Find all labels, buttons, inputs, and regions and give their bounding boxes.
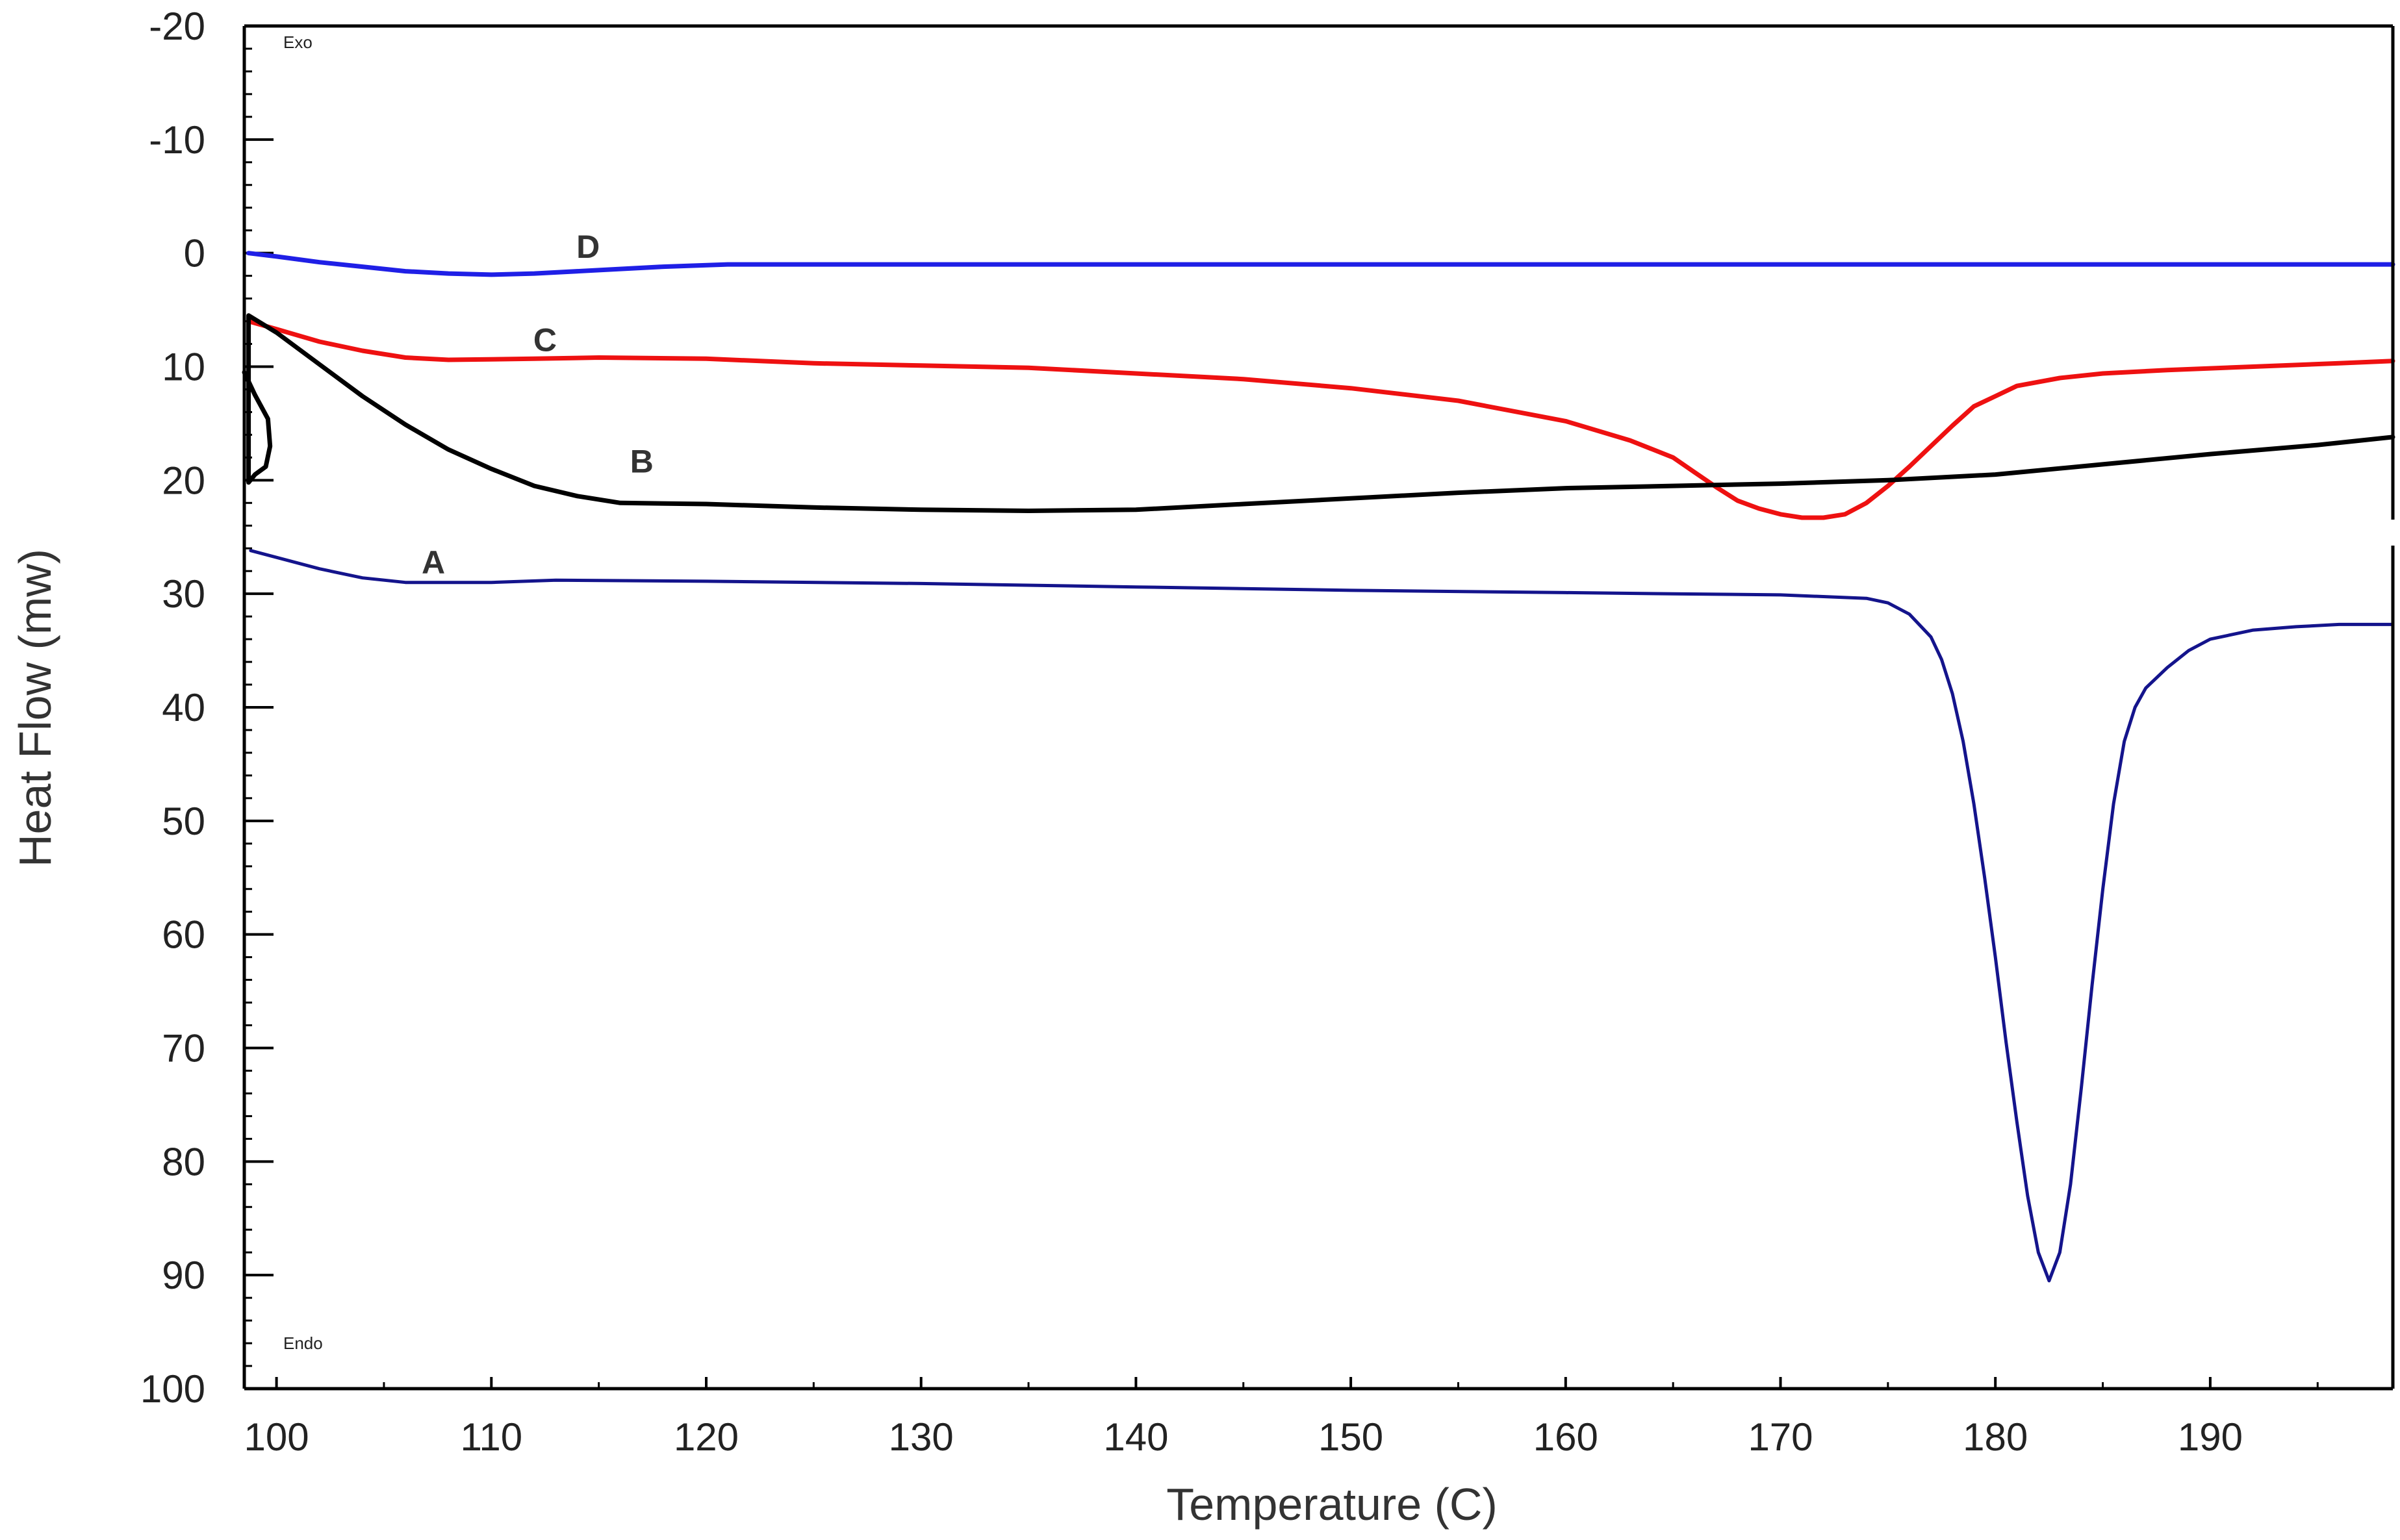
y-axis-title: Heat Flow (mw)	[10, 549, 60, 867]
y-tick-label: 20	[162, 459, 205, 502]
exo-label: Exo	[283, 32, 313, 52]
x-tick-label: 100	[244, 1415, 309, 1459]
y-tick-label: 0	[184, 232, 205, 275]
y-tick-label: 70	[162, 1027, 205, 1070]
y-tick-label: 90	[162, 1254, 205, 1297]
y-tick-label: -10	[149, 118, 205, 162]
x-tick-label: 170	[1748, 1415, 1813, 1459]
series-layer	[242, 251, 2395, 1283]
series-label-a: A	[422, 544, 445, 581]
series-labels: D C B A	[422, 229, 654, 581]
x-tick-label: 160	[1533, 1415, 1598, 1459]
series-label-b: B	[630, 444, 654, 480]
y-tick-label: 80	[162, 1140, 205, 1183]
series-line-d	[246, 251, 2395, 277]
x-tick-label: 110	[460, 1415, 522, 1459]
y-tick-label: 60	[162, 913, 205, 957]
x-tick-label: 180	[1963, 1415, 2028, 1459]
x-ticks: 100 110 120 130 140 150 160 170 180 190	[244, 1377, 2319, 1459]
y-tick-label: 40	[162, 686, 205, 729]
x-tick-label: 150	[1318, 1415, 1383, 1459]
series-line-a	[249, 549, 2395, 1283]
series-label-d: D	[576, 229, 600, 265]
y-tick-label: 30	[162, 572, 205, 616]
y-tick-label: 50	[162, 800, 205, 843]
endo-label: Endo	[283, 1333, 323, 1353]
series-label-c: C	[533, 322, 557, 359]
y-tick-label: 10	[162, 346, 205, 389]
x-tick-label: 140	[1103, 1415, 1168, 1459]
x-tick-label: 120	[674, 1415, 739, 1459]
x-axis-title: Temperature (C)	[1166, 1479, 1498, 1530]
series-line-b	[242, 313, 2395, 513]
y-tick-label: 100	[140, 1367, 205, 1411]
x-tick-label: 130	[889, 1415, 954, 1459]
x-tick-label: 190	[2178, 1415, 2243, 1459]
y-tick-label: -20	[149, 5, 205, 48]
